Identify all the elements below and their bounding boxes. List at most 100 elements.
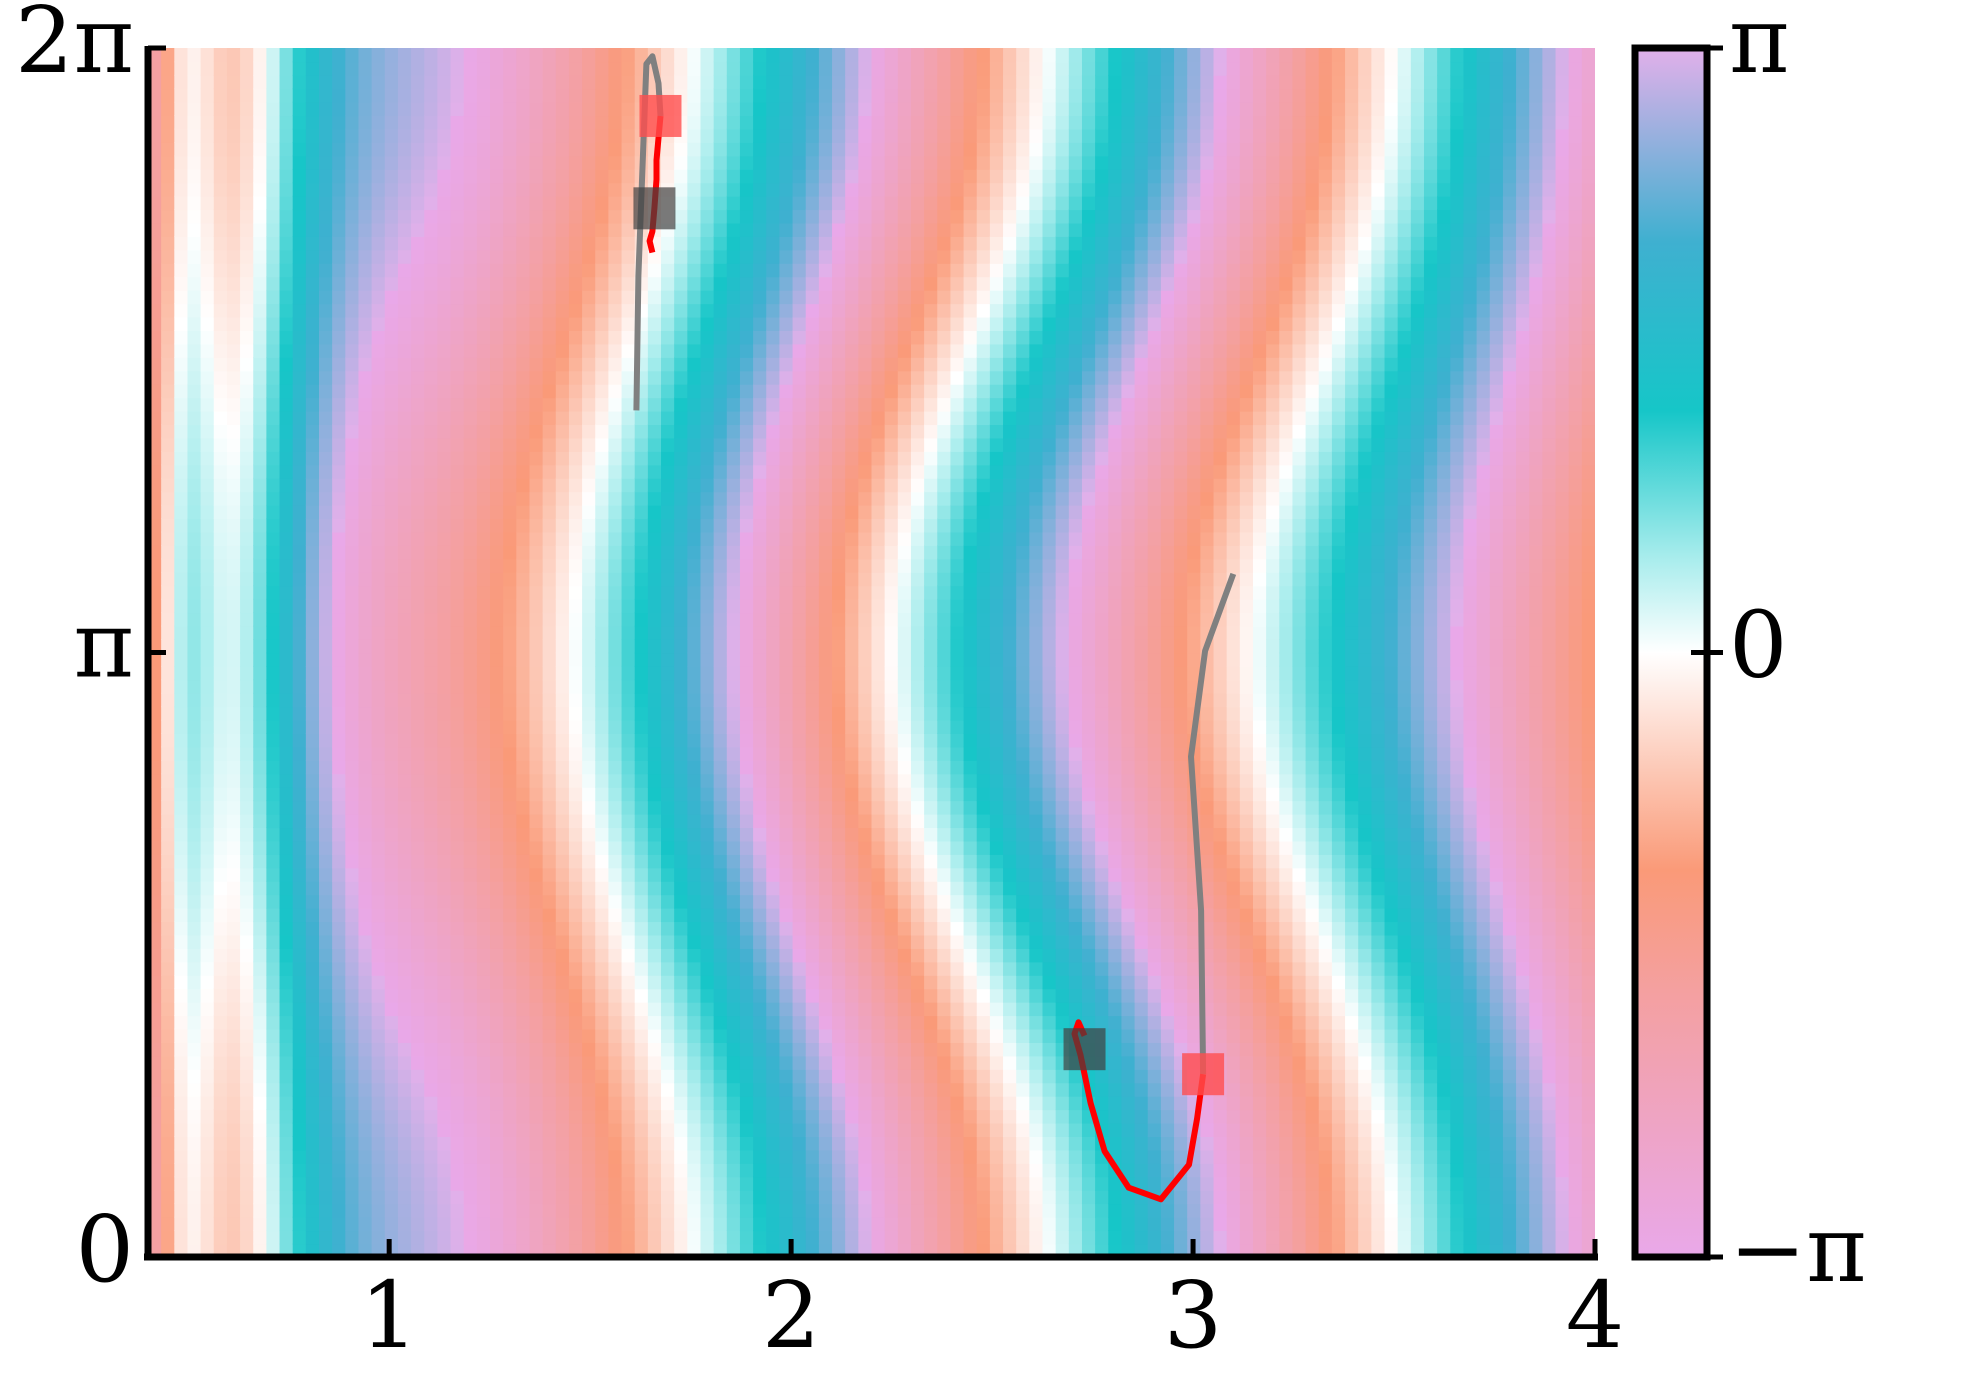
heatmap-cell — [555, 545, 570, 560]
heatmap-cell — [766, 115, 781, 130]
heatmap-cell — [845, 921, 860, 936]
heatmap-cell — [332, 343, 347, 358]
heatmap-cell — [174, 1189, 189, 1205]
heatmap-cell — [503, 800, 518, 815]
heatmap-cell — [739, 249, 754, 264]
heatmap-cell — [516, 1068, 531, 1084]
heatmap-cell — [516, 652, 531, 667]
heatmap-cell — [332, 1216, 347, 1232]
heatmap-cell — [739, 195, 754, 211]
heatmap-cell — [397, 74, 412, 90]
heatmap-cell — [542, 356, 557, 372]
heatmap-cell — [595, 625, 610, 640]
heatmap-cell — [608, 88, 623, 103]
heatmap-cell — [542, 558, 557, 573]
heatmap-cell — [858, 410, 873, 426]
heatmap-cell — [174, 625, 189, 640]
heatmap-cell — [542, 679, 557, 694]
heatmap-cell — [818, 1095, 833, 1111]
heatmap-cell — [503, 665, 518, 681]
heatmap-cell — [871, 1055, 886, 1070]
heatmap-cell — [279, 1082, 294, 1097]
heatmap-cell — [226, 1109, 241, 1124]
heatmap-cell — [240, 531, 255, 546]
heatmap-cell — [529, 370, 544, 385]
heatmap-cell — [226, 679, 241, 694]
heatmap-cell — [200, 679, 215, 694]
heatmap-cell — [792, 800, 807, 815]
heatmap-cell — [397, 1001, 412, 1017]
heatmap-cell — [805, 316, 820, 331]
heatmap-cell — [661, 746, 676, 761]
heatmap-cell — [253, 236, 268, 251]
heatmap-cell — [292, 518, 307, 533]
heatmap-cell — [674, 746, 689, 761]
heatmap-cell — [437, 330, 452, 345]
heatmap-cell — [358, 800, 373, 815]
heatmap-cell — [529, 343, 544, 358]
heatmap-cell — [279, 182, 294, 197]
heatmap-cell — [305, 61, 320, 76]
heatmap-cell — [305, 1176, 320, 1191]
heatmap-cell — [739, 894, 754, 909]
heatmap-cell — [608, 571, 623, 587]
heatmap-cell — [332, 195, 347, 211]
heatmap-cell — [450, 692, 465, 708]
heatmap-cell — [753, 1068, 768, 1084]
heatmap-cell — [713, 142, 728, 157]
heatmap-cell — [529, 289, 544, 305]
heatmap-cell — [832, 88, 847, 103]
heatmap-cell — [661, 800, 676, 815]
heatmap-cell — [319, 692, 334, 708]
heatmap-cell — [516, 759, 531, 775]
heatmap-cell — [766, 1230, 781, 1245]
heatmap-cell — [542, 370, 557, 385]
heatmap-cell — [687, 612, 702, 627]
heatmap-cell — [463, 827, 478, 842]
heatmap-cell — [279, 504, 294, 520]
heatmap-cell — [713, 974, 728, 990]
heatmap-cell — [516, 1015, 531, 1030]
heatmap-cell — [555, 330, 570, 345]
heatmap-cell — [608, 236, 623, 251]
heatmap-cell — [568, 437, 583, 452]
heatmap-cell — [792, 1055, 807, 1070]
heatmap-cell — [397, 343, 412, 358]
heatmap-cell — [739, 948, 754, 963]
heatmap-cell — [148, 48, 163, 63]
heatmap-cell — [792, 88, 807, 103]
heatmap-cell — [450, 773, 465, 788]
heatmap-cell — [187, 733, 202, 748]
heatmap-cell — [845, 1149, 860, 1164]
heatmap-cell — [450, 48, 465, 63]
heatmap-cell — [397, 961, 412, 976]
heatmap-cell — [450, 1095, 465, 1111]
heatmap-cell — [424, 598, 439, 614]
heatmap-cell — [253, 1042, 268, 1057]
heatmap-cell — [187, 343, 202, 358]
heatmap-cell — [305, 518, 320, 533]
heatmap-cell — [463, 531, 478, 546]
heatmap-cell — [542, 1109, 557, 1124]
heatmap-cell — [713, 880, 728, 896]
heatmap-cell — [148, 773, 163, 788]
heatmap-cell — [766, 61, 781, 76]
heatmap-cell — [871, 625, 886, 640]
heatmap-cell — [319, 733, 334, 748]
heatmap-cell — [542, 289, 557, 305]
heatmap-cell — [292, 907, 307, 923]
heatmap-cell — [529, 827, 544, 842]
heatmap-cell — [371, 236, 386, 251]
heatmap-cell — [595, 854, 610, 869]
heatmap-cell — [555, 800, 570, 815]
heatmap-cell — [871, 1216, 886, 1232]
heatmap-cell — [529, 639, 544, 654]
heatmap-cell — [292, 276, 307, 291]
heatmap-cell — [792, 733, 807, 748]
heatmap-cell — [700, 262, 715, 278]
heatmap-cell — [490, 74, 505, 90]
heatmap-cell — [529, 128, 544, 143]
heatmap-cell — [200, 155, 215, 170]
heatmap-cell — [674, 665, 689, 681]
heatmap-cell — [805, 424, 820, 439]
